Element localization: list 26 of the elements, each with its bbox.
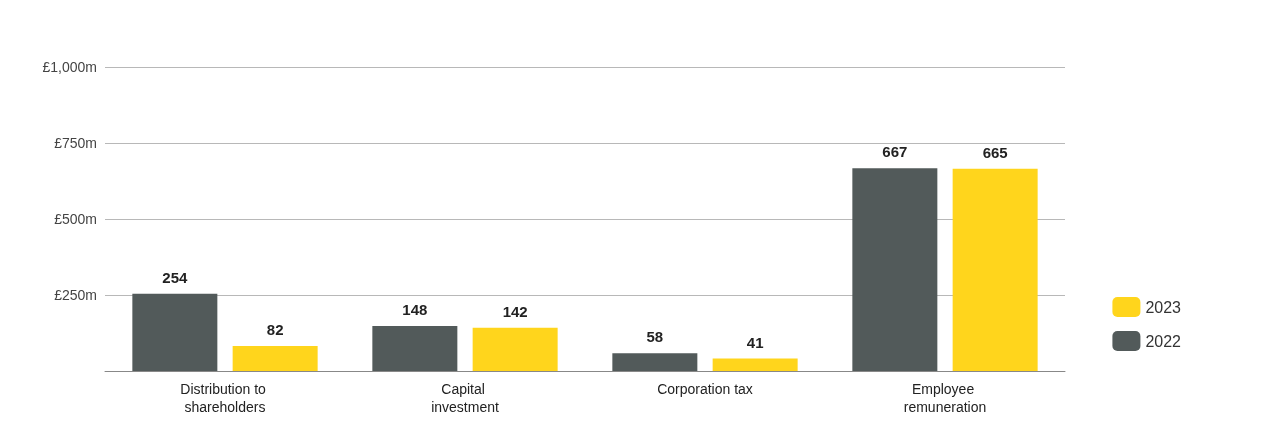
x-tick-label: Distribution to shareholders	[180, 381, 270, 415]
bar	[852, 168, 938, 371]
y-tick-label: £750m	[54, 135, 97, 151]
data-label: 82	[266, 321, 284, 339]
bar	[232, 346, 318, 371]
data-label: 254	[162, 268, 189, 286]
data-label: 41	[746, 333, 764, 351]
data-label: 142	[502, 302, 528, 320]
data-label: 148	[402, 301, 428, 319]
bar	[952, 168, 1038, 371]
data-label: 58	[646, 328, 664, 346]
x-tick-label: Corporation tax	[657, 381, 753, 397]
x-tick-label: Employee remuneration	[903, 381, 987, 415]
data-label: 665	[982, 143, 1008, 161]
y-tick-label: £250m	[54, 287, 97, 303]
bar	[612, 353, 698, 371]
legend-label: 2022	[1145, 332, 1182, 350]
legend-label: 2023	[1145, 298, 1182, 316]
bar	[472, 327, 558, 371]
y-tick-label: £1,000m	[42, 59, 97, 75]
bar	[372, 326, 458, 371]
bar	[132, 293, 218, 371]
data-label: 667	[882, 143, 908, 161]
bar	[712, 358, 798, 371]
x-tick-label: Capital investment	[431, 381, 499, 415]
y-tick-label: £500m	[54, 211, 97, 227]
